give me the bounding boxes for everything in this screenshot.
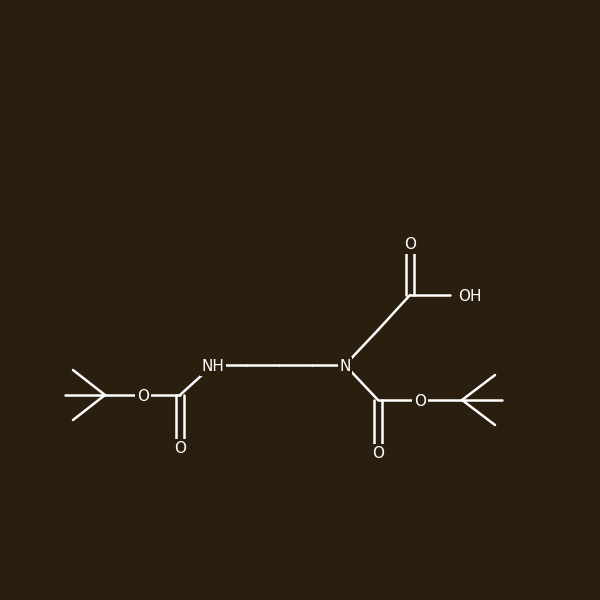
Text: O: O <box>137 389 149 404</box>
Text: OH: OH <box>458 289 482 304</box>
Text: O: O <box>372 446 384 461</box>
Text: O: O <box>414 394 426 409</box>
Text: NH: NH <box>202 359 224 374</box>
Text: N: N <box>340 359 350 374</box>
Text: O: O <box>174 441 186 456</box>
Text: O: O <box>404 237 416 252</box>
